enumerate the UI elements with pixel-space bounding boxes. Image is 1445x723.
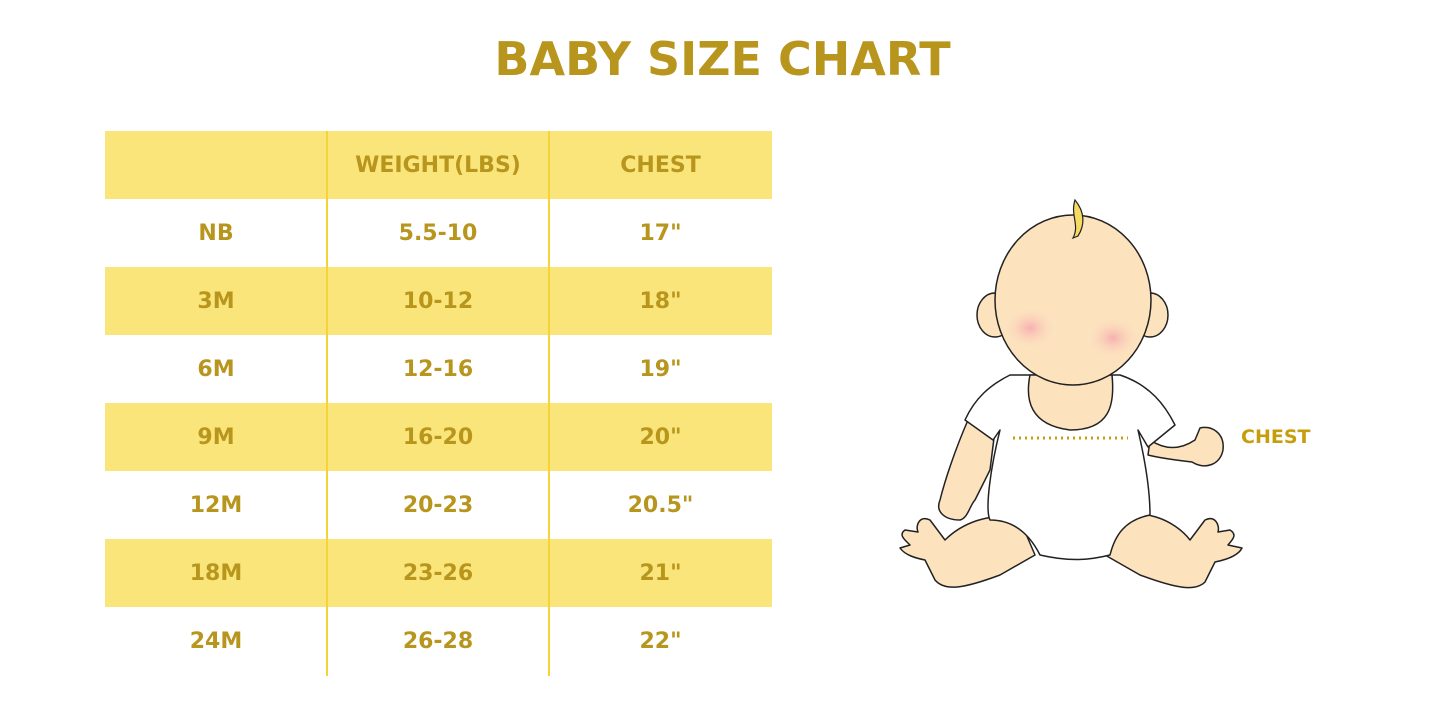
chest-cell: 18" bbox=[639, 288, 682, 314]
header-weight: WEIGHT(LBS) bbox=[355, 152, 521, 178]
left-arm bbox=[938, 419, 996, 521]
head bbox=[994, 214, 1152, 386]
table-row: 6M 12-16 19" bbox=[105, 335, 772, 403]
chest-label: CHEST bbox=[1241, 426, 1311, 448]
neck bbox=[1027, 374, 1114, 431]
chest-cell: 19" bbox=[639, 356, 682, 382]
weight-cell: 26-28 bbox=[402, 628, 474, 654]
chest-cell: 21" bbox=[639, 560, 682, 586]
weight-cell: 20-23 bbox=[402, 492, 474, 518]
table-row: 9M 16-20 20" bbox=[105, 403, 772, 471]
size-cell: 18M bbox=[189, 560, 243, 586]
right-leg bbox=[1104, 513, 1243, 589]
chest-cell: 20" bbox=[639, 424, 682, 450]
size-cell: 6M bbox=[197, 356, 235, 382]
weight-cell: 12-16 bbox=[402, 356, 474, 382]
size-cell: 24M bbox=[189, 628, 243, 654]
weight-cell: 23-26 bbox=[402, 560, 474, 586]
page-title: BABY SIZE CHART bbox=[494, 32, 951, 86]
chest-cell: 17" bbox=[639, 220, 682, 246]
size-cell: 3M bbox=[197, 288, 235, 314]
size-cell: 9M bbox=[197, 424, 235, 450]
table-header-row: WEIGHT(LBS) CHEST bbox=[105, 131, 772, 199]
table-row: 3M 10-12 18" bbox=[105, 267, 772, 335]
left-cheek bbox=[1002, 306, 1058, 350]
left-leg bbox=[899, 516, 1036, 588]
size-table: WEIGHT(LBS) CHEST NB 5.5-10 17" 3M 10-12… bbox=[105, 131, 772, 675]
table-row: NB 5.5-10 17" bbox=[105, 199, 772, 267]
table-row: 18M 23-26 21" bbox=[105, 539, 772, 607]
table-row: 12M 20-23 20.5" bbox=[105, 471, 772, 539]
header-chest: CHEST bbox=[620, 152, 701, 178]
hair-curl bbox=[1071, 198, 1084, 240]
right-arm bbox=[1147, 426, 1224, 467]
size-cell: NB bbox=[198, 220, 234, 246]
size-cell: 12M bbox=[189, 492, 243, 518]
right-cheek bbox=[1085, 316, 1141, 360]
weight-cell: 10-12 bbox=[402, 288, 474, 314]
table-row: 24M 26-28 22" bbox=[105, 607, 772, 675]
shirt bbox=[964, 374, 1176, 561]
weight-cell: 5.5-10 bbox=[398, 220, 478, 246]
weight-cell: 16-20 bbox=[402, 424, 474, 450]
column-divider bbox=[326, 131, 328, 676]
column-divider bbox=[548, 131, 550, 676]
chest-cell: 20.5" bbox=[627, 492, 694, 518]
chest-cell: 22" bbox=[639, 628, 682, 654]
